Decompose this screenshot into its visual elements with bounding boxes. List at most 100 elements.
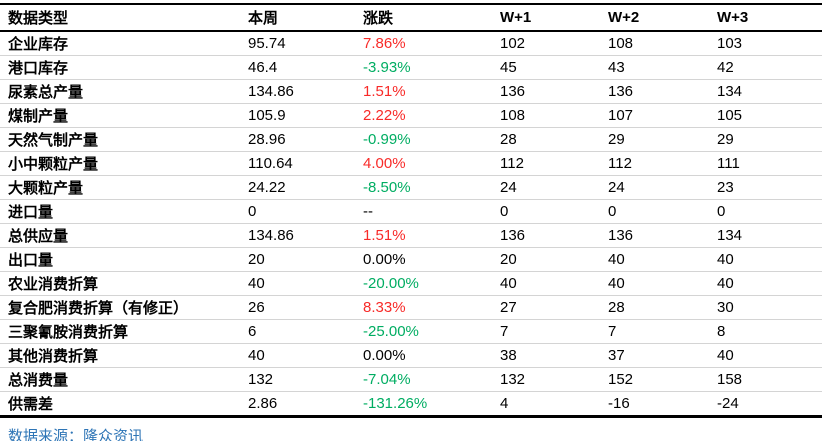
cell-change: 1.51% xyxy=(355,223,492,248)
cell-change: -3.93% xyxy=(355,55,492,80)
col-header-w3: W+3 xyxy=(709,4,822,32)
table-row: 农业消费折算 40 -20.00% 40 40 40 xyxy=(0,271,822,296)
row-label: 供需差 xyxy=(8,396,54,413)
cell-change: -8.50% xyxy=(355,175,492,200)
cell-w3: 134 xyxy=(709,223,822,248)
cell-w2: 28 xyxy=(600,295,709,320)
cell-week: 6 xyxy=(240,319,355,344)
cell-w1: 45 xyxy=(492,55,600,80)
table-row: 大颗粒产量 24.22 -8.50% 24 24 23 xyxy=(0,175,822,200)
table-row: 煤制产量 105.9 2.22% 108 107 105 xyxy=(0,103,822,128)
row-label: 总供应量 xyxy=(0,223,240,248)
table-row: 企业库存 95.74 7.86% 102 108 103 xyxy=(0,31,822,56)
data-source-note: 数据来源：隆众资讯 xyxy=(8,428,144,441)
cell-w1: 27 xyxy=(492,295,600,320)
cell-week: 95.74 xyxy=(240,31,355,56)
cell-w3: 0 xyxy=(709,199,822,224)
table-row: 供需差 2.86 -131.26% 4 -16 -24 xyxy=(0,392,822,417)
table-row: 其他消费折算 40 0.00% 38 37 40 xyxy=(0,343,822,368)
cell-week: 110.64 xyxy=(240,151,355,176)
cell-week: 24.22 xyxy=(240,175,355,200)
row-label: 小中颗粒产量 xyxy=(0,151,240,176)
row-label: 天然气制产量 xyxy=(0,127,240,152)
cell-w1: 7 xyxy=(492,319,600,344)
cell-week: 46.4 xyxy=(240,55,355,80)
cell-change: -- xyxy=(355,199,492,224)
cell-w1: 40 xyxy=(492,271,600,296)
cell-w1: 24 xyxy=(492,175,600,200)
row-label: 尿素总产量 xyxy=(0,79,240,104)
cell-change: 7.86% xyxy=(355,31,492,56)
cell-w2: 108 xyxy=(600,31,709,56)
cell-w1: 28 xyxy=(492,127,600,152)
cell-w2: 37 xyxy=(600,343,709,368)
table-row: 出口量 20 0.00% 20 40 40 xyxy=(0,247,822,272)
report-table-page: 数据类型 本周 涨跌 W+1 W+2 W+3 企业库存 95.74 7.86% 102… xyxy=(0,3,822,441)
cell-change: -7.04% xyxy=(355,367,492,392)
cell-w3: 40 xyxy=(709,247,822,272)
cell-w3: 134 xyxy=(709,79,822,104)
cell-w3: 29 xyxy=(709,127,822,152)
row-label: 其他消费折算 xyxy=(0,343,240,368)
cell-change: 0.00% xyxy=(355,343,492,368)
cell-w3: 23 xyxy=(709,175,822,200)
cell-w2: -16 xyxy=(608,395,630,412)
col-header-w1: W+1 xyxy=(492,4,600,32)
cell-w1: 38 xyxy=(492,343,600,368)
cell-w1: 102 xyxy=(492,31,600,56)
cell-week: 105.9 xyxy=(240,103,355,128)
cell-change: -131.26% xyxy=(363,395,428,412)
cell-w1: 0 xyxy=(492,199,600,224)
cell-w2: 0 xyxy=(600,199,709,224)
row-label: 大颗粒产量 xyxy=(0,175,240,200)
cell-week: 20 xyxy=(240,247,355,272)
table-body: 企业库存 95.74 7.86% 102 108 103 港口库存 46.4 -3.93% 45 4… xyxy=(0,31,822,417)
table-row: 总消费量 132 -7.04% 132 152 158 xyxy=(0,367,822,392)
cell-w1: 132 xyxy=(492,367,600,392)
header-row: 数据类型 本周 涨跌 W+1 W+2 W+3 xyxy=(0,4,822,32)
cell-change: 4.00% xyxy=(355,151,492,176)
row-label: 企业库存 xyxy=(0,31,240,56)
cell-w2: 43 xyxy=(600,55,709,80)
cell-w2: 152 xyxy=(600,367,709,392)
cell-change: -20.00% xyxy=(355,271,492,296)
row-label: 港口库存 xyxy=(0,55,240,80)
table-header: 数据类型 本周 涨跌 W+1 W+2 W+3 xyxy=(0,4,822,32)
cell-change: -0.99% xyxy=(355,127,492,152)
row-label: 农业消费折算 xyxy=(0,271,240,296)
cell-w3: 111 xyxy=(709,151,822,176)
cell-w3: 158 xyxy=(709,367,822,392)
table-row: 港口库存 46.4 -3.93% 45 43 42 xyxy=(0,55,822,80)
data-table: 数据类型 本周 涨跌 W+1 W+2 W+3 企业库存 95.74 7.86% 102… xyxy=(0,3,822,418)
cell-week: 2.86 xyxy=(248,395,278,412)
cell-w1: 136 xyxy=(492,223,600,248)
cell-change: 2.22% xyxy=(355,103,492,128)
cell-week: 26 xyxy=(240,295,355,320)
cell-w3: 8 xyxy=(709,319,822,344)
col-header-change: 涨跌 xyxy=(355,4,492,32)
col-header-this-week: 本周 xyxy=(240,4,355,32)
row-label: 三聚氰胺消费折算 xyxy=(0,319,240,344)
cell-w3: -24 xyxy=(717,395,739,412)
row-label: 出口量 xyxy=(0,247,240,272)
cell-w2: 136 xyxy=(600,223,709,248)
cell-w3: 103 xyxy=(709,31,822,56)
cell-w2: 40 xyxy=(600,247,709,272)
table-row: 复合肥消费折算（有修正） 26 8.33% 27 28 30 xyxy=(0,295,822,320)
cell-w1: 4 xyxy=(500,395,509,412)
col-header-w2: W+2 xyxy=(600,4,709,32)
row-label: 总消费量 xyxy=(0,367,240,392)
cell-w3: 42 xyxy=(709,55,822,80)
cell-week: 40 xyxy=(240,271,355,296)
cell-w1: 20 xyxy=(492,247,600,272)
col-header-data-type: 数据类型 xyxy=(0,4,240,32)
cell-w2: 112 xyxy=(600,151,709,176)
table-row: 尿素总产量 134.86 1.51% 136 136 134 xyxy=(0,79,822,104)
table-row: 小中颗粒产量 110.64 4.00% 112 112 111 xyxy=(0,151,822,176)
table-row: 天然气制产量 28.96 -0.99% 28 29 29 xyxy=(0,127,822,152)
cell-w2: 29 xyxy=(600,127,709,152)
row-label: 进口量 xyxy=(0,199,240,224)
cell-change: 8.33% xyxy=(355,295,492,320)
cell-week: 0 xyxy=(240,199,355,224)
cell-w3: 40 xyxy=(709,343,822,368)
